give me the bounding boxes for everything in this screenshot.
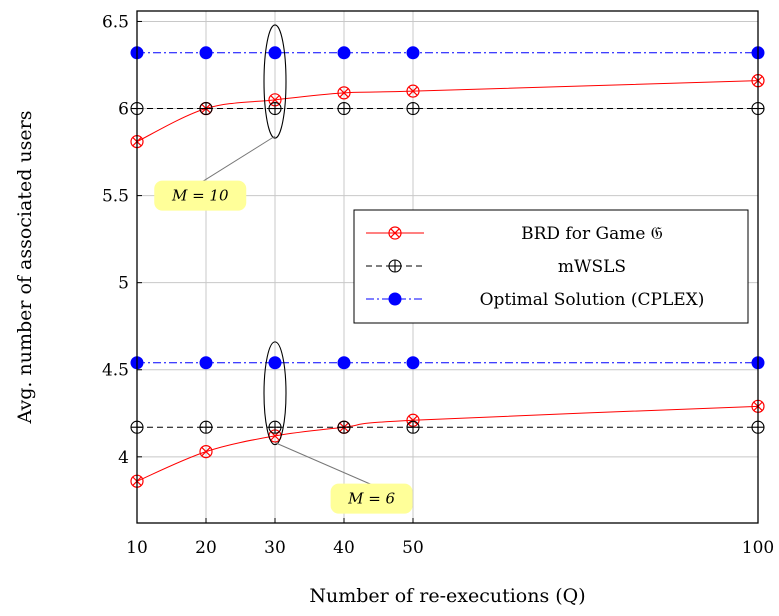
data-point bbox=[388, 292, 402, 306]
data-point bbox=[337, 101, 351, 116]
annotation-ellipse bbox=[263, 341, 287, 446]
marker-stroke bbox=[201, 446, 211, 457]
data-point bbox=[406, 84, 420, 98]
y-tick-label: 4 bbox=[118, 448, 129, 468]
data-point bbox=[406, 101, 420, 116]
annotation: M = 6 bbox=[263, 341, 413, 514]
data-point bbox=[337, 356, 351, 370]
x-tick-label: 40 bbox=[333, 538, 355, 558]
x-tick-label: 50 bbox=[402, 538, 424, 558]
data-point bbox=[199, 46, 213, 60]
marker-stroke bbox=[339, 88, 349, 98]
data-point bbox=[337, 46, 351, 60]
annotation-connector bbox=[274, 442, 372, 486]
y-tick-label: 6.5 bbox=[102, 12, 129, 32]
data-point bbox=[388, 259, 402, 273]
annotations: M = 10 M = 6 bbox=[154, 24, 413, 514]
data-point bbox=[337, 420, 351, 434]
plot-frame bbox=[136, 10, 759, 524]
data-point bbox=[406, 420, 420, 434]
marker-ring bbox=[388, 226, 402, 240]
y-axis-label: Avg. number of associated users bbox=[14, 111, 36, 425]
legend: BRD for Game 𝔊 mWSLS Optimal Solution (CPL… bbox=[353, 209, 749, 324]
annotation-box bbox=[330, 483, 413, 514]
series-line bbox=[136, 80, 759, 143]
data-point bbox=[388, 226, 402, 240]
y-tick-label: 5 bbox=[118, 274, 129, 294]
legend-entry-mwsls: mWSLS bbox=[366, 257, 626, 277]
marker-ring bbox=[406, 84, 420, 98]
data-point bbox=[406, 46, 420, 60]
x-tick-label: 10 bbox=[126, 538, 148, 558]
series-brd bbox=[130, 74, 765, 149]
data-point bbox=[199, 356, 213, 370]
series-brd bbox=[130, 399, 765, 488]
x-axis-label: Number of re-executions (Q) bbox=[309, 585, 585, 607]
x-tick-label: 30 bbox=[264, 538, 286, 558]
data-point bbox=[337, 86, 351, 100]
data-point bbox=[268, 46, 282, 60]
data-point bbox=[199, 444, 213, 459]
x-tick-label: 100 bbox=[742, 538, 774, 558]
legend-label: BRD for Game 𝔊 bbox=[521, 224, 663, 244]
data-point bbox=[268, 420, 282, 434]
annotation: M = 10 bbox=[154, 24, 287, 211]
x-tick-label: 20 bbox=[195, 538, 217, 558]
legend-entry-brd: BRD for Game 𝔊 bbox=[366, 224, 663, 244]
marker-ring bbox=[337, 86, 351, 100]
annotation-connector bbox=[198, 135, 276, 185]
ticks: 10 20 30 40 50 100 4 4.5 5 5.5 6 6.5 bbox=[102, 12, 774, 558]
annotation-label: M = 6 bbox=[347, 490, 395, 508]
marker-stroke bbox=[390, 228, 400, 238]
annotation-label: M = 10 bbox=[171, 187, 229, 205]
legend-entry-opt: Optimal Solution (CPLEX) bbox=[366, 290, 704, 310]
data-point bbox=[199, 420, 213, 434]
data-point bbox=[406, 356, 420, 370]
series-layer bbox=[130, 46, 765, 488]
y-tick-label: 4.5 bbox=[102, 361, 129, 381]
annotation-ellipse bbox=[263, 24, 287, 139]
series-line bbox=[136, 405, 759, 482]
legend-label: mWSLS bbox=[558, 257, 626, 277]
data-point bbox=[268, 101, 282, 116]
legend-label: Optimal Solution (CPLEX) bbox=[480, 290, 705, 310]
series-opt bbox=[130, 46, 765, 60]
y-tick-label: 5.5 bbox=[102, 187, 129, 207]
series-mwsls bbox=[130, 420, 765, 434]
marker-stroke bbox=[408, 86, 418, 96]
data-point bbox=[199, 101, 213, 116]
y-tick-label: 6 bbox=[118, 100, 129, 120]
marker-ring bbox=[199, 444, 213, 459]
marker-stroke bbox=[408, 415, 418, 425]
series-opt bbox=[130, 356, 765, 370]
annotation-box bbox=[154, 180, 247, 211]
series-mwsls bbox=[130, 101, 765, 116]
data-point bbox=[268, 356, 282, 370]
